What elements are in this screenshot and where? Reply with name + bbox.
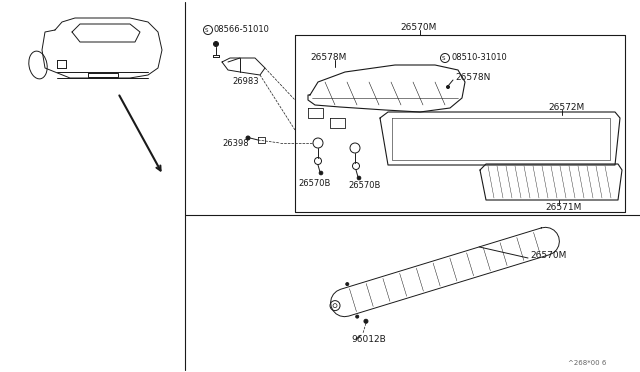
Text: 26570B: 26570B [298,179,330,187]
Text: S: S [441,55,445,61]
Text: 26571M: 26571M [545,203,581,212]
Text: 96012B: 96012B [351,335,386,344]
Text: 26578N: 26578N [455,74,490,83]
Text: 26570B: 26570B [348,182,380,190]
Text: 08566-51010: 08566-51010 [214,26,270,35]
Circle shape [364,319,368,323]
Circle shape [447,86,449,89]
Text: 26398: 26398 [222,140,248,148]
Text: 26572M: 26572M [548,103,584,112]
Circle shape [346,283,349,286]
Text: 26578M: 26578M [310,52,346,61]
Text: 08510-31010: 08510-31010 [452,54,508,62]
Text: 26570M: 26570M [400,22,436,32]
Text: S: S [204,28,208,32]
Circle shape [319,171,323,175]
Circle shape [246,136,250,140]
Text: ^268*00 6: ^268*00 6 [568,360,606,366]
Circle shape [357,176,361,180]
Circle shape [214,42,218,46]
Circle shape [356,315,358,318]
Text: 26983: 26983 [232,77,259,87]
Text: 26570M: 26570M [530,250,566,260]
